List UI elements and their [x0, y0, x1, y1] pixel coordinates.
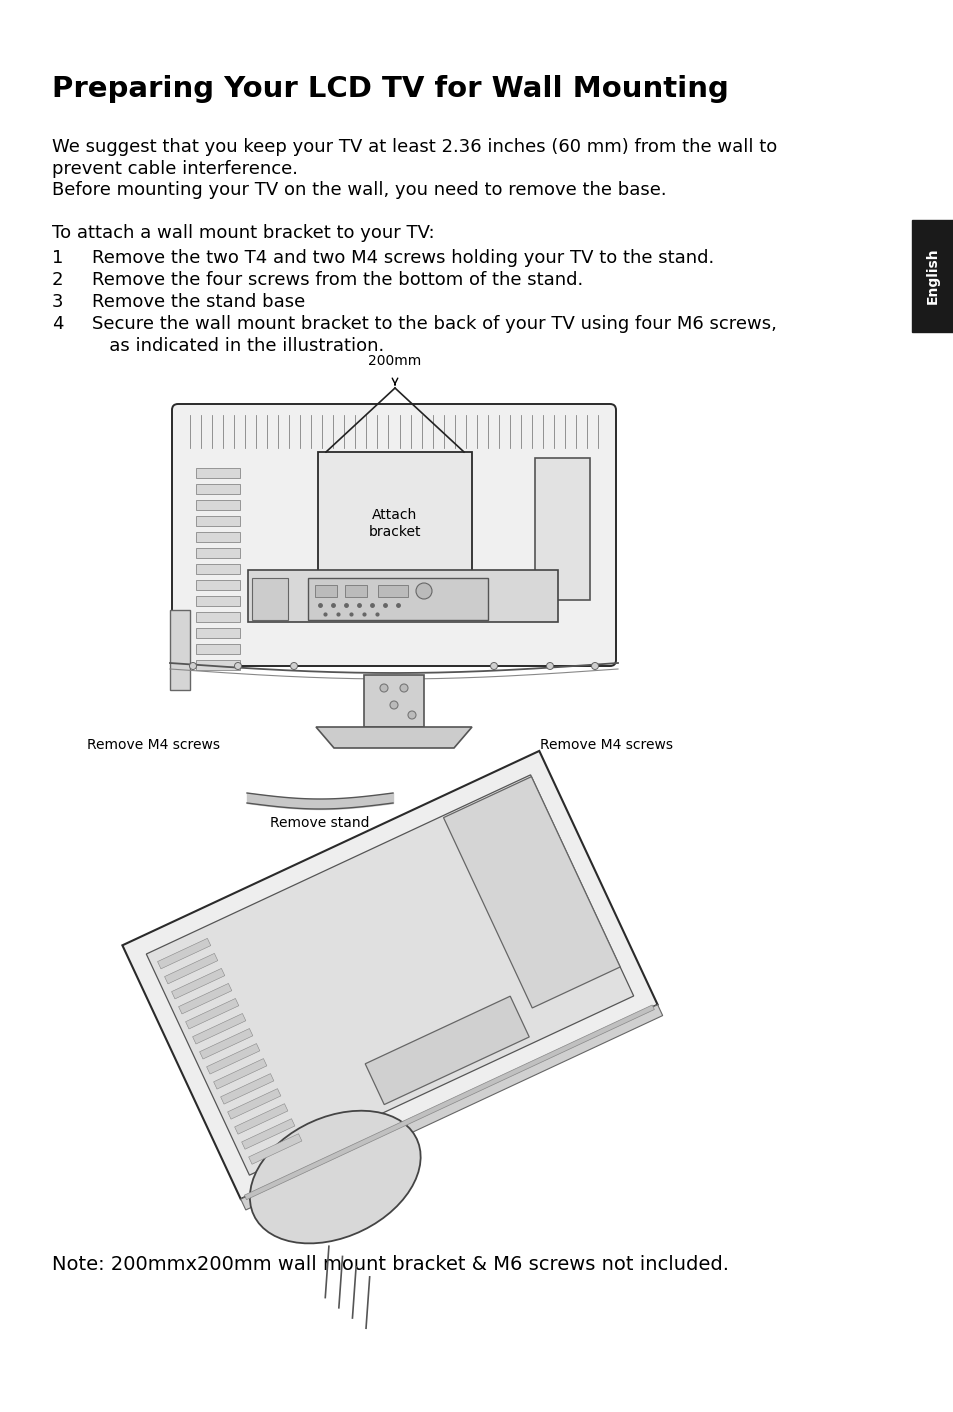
Text: English: English [925, 247, 939, 305]
Bar [195, 611, 240, 623]
Text: Note: 200mmx200mm wall mount bracket & M6 screws not included.: Note: 200mmx200mm wall mount bracket & M… [52, 1255, 728, 1274]
Circle shape [291, 662, 297, 669]
Bar [195, 515, 240, 527]
Bar [911, 220, 953, 332]
FancyBboxPatch shape [172, 404, 616, 666]
Circle shape [379, 683, 388, 692]
Bar [195, 659, 240, 671]
Bar [248, 570, 558, 623]
Polygon shape [122, 751, 657, 1199]
Polygon shape [234, 1104, 288, 1134]
Bar [195, 628, 240, 638]
Polygon shape [178, 983, 232, 1014]
Bar [195, 644, 240, 654]
Text: Remove the four screws from the bottom of the stand.: Remove the four screws from the bottom o… [91, 271, 582, 289]
Text: 2: 2 [52, 271, 64, 289]
Text: Before mounting your TV on the wall, you need to remove the base.: Before mounting your TV on the wall, you… [52, 181, 666, 199]
Circle shape [234, 662, 241, 669]
Bar [252, 578, 288, 620]
Bar [314, 585, 336, 597]
Polygon shape [365, 997, 529, 1104]
Bar [195, 484, 240, 494]
Polygon shape [199, 1028, 253, 1059]
Polygon shape [213, 1059, 267, 1089]
Text: prevent cable interference.: prevent cable interference. [52, 160, 297, 178]
Polygon shape [249, 1134, 301, 1165]
Circle shape [591, 662, 598, 669]
Bar [377, 585, 408, 597]
Text: Remove M4 screws: Remove M4 screws [87, 738, 220, 753]
Bar [364, 675, 423, 727]
Polygon shape [241, 1118, 294, 1149]
Circle shape [416, 583, 432, 599]
Polygon shape [207, 1043, 259, 1075]
Circle shape [546, 662, 553, 669]
Bar [535, 457, 589, 600]
Text: 3: 3 [52, 294, 64, 311]
Text: Remove stand: Remove stand [270, 816, 370, 830]
Text: Remove the stand base: Remove the stand base [91, 294, 305, 311]
Bar [317, 452, 472, 594]
Text: Remove M4 screws: Remove M4 screws [539, 738, 672, 753]
Polygon shape [220, 1073, 274, 1104]
Bar [195, 596, 240, 606]
Text: 4: 4 [52, 315, 64, 333]
Polygon shape [443, 777, 619, 1008]
Text: Remove the two T4 and two M4 screws holding your TV to the stand.: Remove the two T4 and two M4 screws hold… [91, 249, 714, 267]
Text: 200mm: 200mm [368, 354, 421, 369]
Polygon shape [186, 998, 238, 1029]
Bar [195, 563, 240, 575]
Bar [195, 500, 240, 510]
Text: To attach a wall mount bracket to your TV:: To attach a wall mount bracket to your T… [52, 225, 435, 241]
Circle shape [399, 683, 408, 692]
Circle shape [408, 712, 416, 719]
Polygon shape [146, 775, 633, 1175]
Polygon shape [228, 1089, 280, 1120]
Bar [170, 610, 190, 690]
Bar [308, 578, 488, 620]
Bar [195, 580, 240, 590]
Bar [195, 532, 240, 542]
Polygon shape [172, 969, 225, 998]
Circle shape [190, 662, 196, 669]
Bar [195, 467, 240, 479]
Text: 1: 1 [52, 249, 63, 267]
Text: Secure the wall mount bracket to the back of your TV using four M6 screws,: Secure the wall mount bracket to the bac… [91, 315, 776, 333]
Text: Attach
bracket: Attach bracket [369, 508, 421, 538]
Polygon shape [250, 1111, 420, 1244]
Polygon shape [164, 953, 217, 984]
Polygon shape [244, 1005, 654, 1200]
Bar [345, 585, 367, 597]
Bar [195, 548, 240, 558]
Text: Preparing Your LCD TV for Wall Mounting: Preparing Your LCD TV for Wall Mounting [52, 75, 728, 103]
Polygon shape [157, 939, 211, 969]
Circle shape [390, 700, 397, 709]
Polygon shape [315, 727, 472, 748]
Circle shape [490, 662, 497, 669]
Text: We suggest that you keep your TV at least 2.36 inches (60 mm) from the wall to: We suggest that you keep your TV at leas… [52, 138, 777, 155]
Polygon shape [193, 1014, 246, 1043]
Text: as indicated in the illustration.: as indicated in the illustration. [91, 337, 384, 354]
Polygon shape [240, 1005, 662, 1210]
